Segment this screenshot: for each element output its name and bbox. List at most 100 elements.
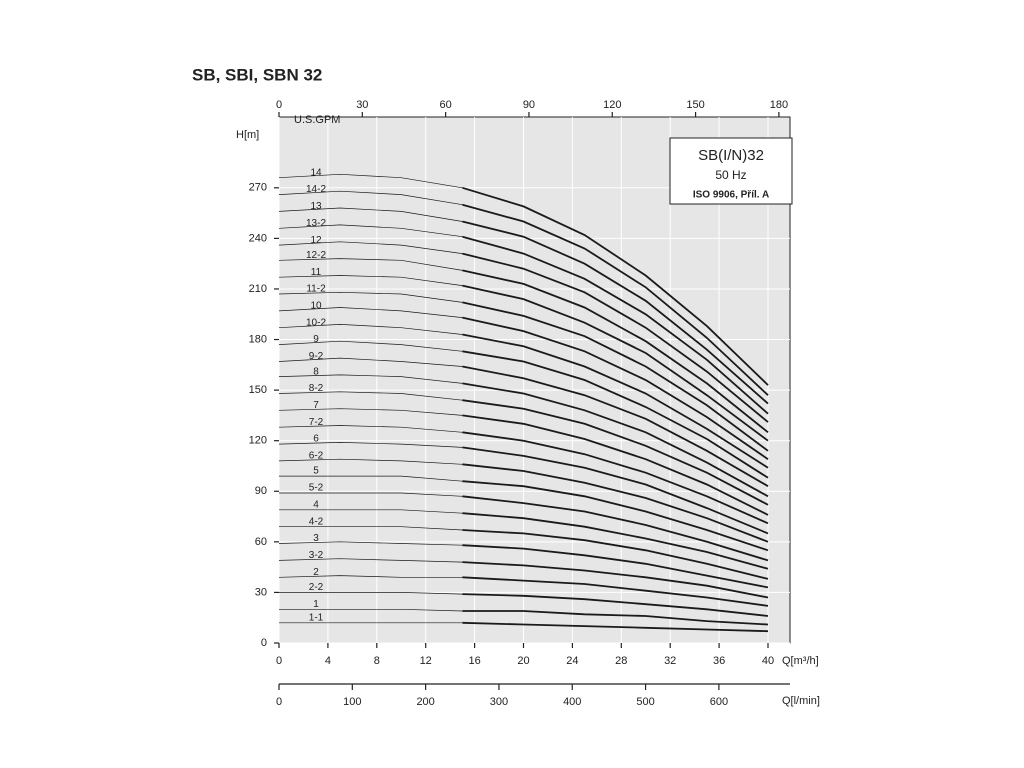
curve-thick [462, 269, 769, 434]
curve-thick [462, 621, 769, 633]
curve-label: 10 [310, 301, 322, 312]
curve-thin [279, 492, 463, 497]
legend-frequency: 50 Hz [715, 168, 746, 182]
y-tick-label: 150 [249, 384, 267, 396]
y-tick-label: 210 [249, 283, 267, 295]
curve-thin [279, 475, 463, 482]
x2-tick-label: 90 [523, 99, 535, 111]
curve-thick [462, 333, 769, 469]
curve-thick [462, 382, 769, 498]
curve-label: 12-2 [306, 250, 326, 261]
curve-label: 4-2 [309, 516, 324, 527]
curve-label: 4 [313, 499, 319, 510]
y-tick-label: 30 [255, 586, 267, 598]
curve-label: 7-2 [309, 417, 324, 428]
curve-thin [278, 442, 463, 448]
legend-title: SB(I/N)32 [698, 147, 764, 164]
x3-tick-label: 100 [343, 696, 361, 708]
x2-tick-label: 120 [603, 99, 621, 111]
curve-thick [462, 431, 769, 525]
curve-label: 9-2 [309, 351, 324, 362]
curve-thin [278, 291, 463, 303]
curve-label: 3-2 [309, 550, 324, 561]
curve-thin [278, 458, 463, 465]
x3-tick-label: 200 [416, 696, 434, 708]
curve-thick [462, 350, 769, 479]
curve-label: 8-2 [309, 383, 324, 394]
curve-label: 11 [311, 267, 322, 278]
curve-label: 14-2 [306, 184, 326, 195]
curve-thin [278, 357, 463, 367]
x-tick-label: 36 [713, 655, 725, 667]
curve-label: 8 [313, 366, 319, 377]
curve-thick [462, 446, 769, 535]
curve-thin [278, 173, 463, 189]
curve-thick [462, 301, 769, 452]
curve-label: 2-2 [309, 582, 324, 593]
curve-thin [279, 526, 463, 531]
curve-thick [462, 203, 769, 396]
curve-thick [462, 252, 769, 423]
x3-tick-label: 400 [563, 696, 581, 708]
curve-thin [278, 324, 463, 335]
y-tick-label: 240 [249, 232, 267, 244]
curve-thick [462, 610, 769, 626]
curve-thick [462, 512, 769, 570]
y-tick-label: 0 [261, 637, 267, 649]
x-tick-label: 12 [420, 655, 432, 667]
x-tick-label: 28 [615, 655, 627, 667]
y-tick-label: 90 [255, 485, 267, 497]
curve-thick [462, 235, 769, 415]
curve-thin [278, 190, 463, 206]
curve-thin [279, 509, 463, 514]
curve-label: 2 [313, 567, 319, 578]
curve-label: 5-2 [309, 483, 324, 494]
curve-label: 13 [310, 201, 322, 212]
curve-label: 5 [313, 466, 319, 477]
curve-thick [462, 495, 769, 562]
x-tick-label: 16 [468, 655, 480, 667]
x3-tick-label: 300 [490, 696, 508, 708]
curve-thick [462, 414, 769, 516]
x3-tick-label: 500 [636, 696, 654, 708]
curve-thick [462, 480, 769, 552]
x-axis-label: Q[m³/h] [782, 655, 819, 667]
curve-label: 6 [313, 434, 319, 445]
curve-label: 1 [313, 599, 319, 610]
curve-label: 1-1 [309, 612, 324, 623]
curve-label: 12 [310, 235, 322, 246]
curve-thick [462, 463, 769, 543]
x2-tick-label: 30 [356, 99, 368, 111]
curve-thin [278, 340, 463, 352]
curve-thick [462, 365, 769, 487]
x-tick-label: 40 [762, 655, 774, 667]
y-tick-label: 60 [255, 536, 267, 548]
x-tick-label: 0 [276, 655, 282, 667]
x2-axis-label: U.S.GPM [294, 114, 340, 126]
x-tick-label: 8 [374, 655, 380, 667]
curve-thick [462, 316, 769, 460]
chart-title: SB, SBI, SBN 32 [192, 65, 322, 84]
x2-tick-label: 180 [770, 99, 788, 111]
curve-thin [278, 224, 463, 238]
curve-thick [462, 576, 769, 607]
x3-tick-label: 600 [710, 696, 728, 708]
x2-tick-label: 150 [686, 99, 704, 111]
y-tick-label: 180 [249, 333, 267, 345]
x-tick-label: 32 [664, 655, 676, 667]
curve-thick [462, 561, 769, 599]
curve-thin [278, 207, 463, 222]
curve-thick [462, 544, 769, 589]
curve-thin [278, 391, 463, 401]
x2-tick-label: 0 [276, 99, 282, 111]
curve-thin [278, 425, 463, 433]
curve-thin [278, 307, 463, 318]
curve-thick [462, 399, 769, 506]
curve-label: 9 [313, 334, 319, 345]
curve-thin [278, 408, 463, 416]
curve-thick [462, 593, 769, 617]
plot-area [278, 116, 791, 644]
x-tick-label: 24 [566, 655, 578, 667]
curve-label: 11-2 [306, 284, 326, 295]
